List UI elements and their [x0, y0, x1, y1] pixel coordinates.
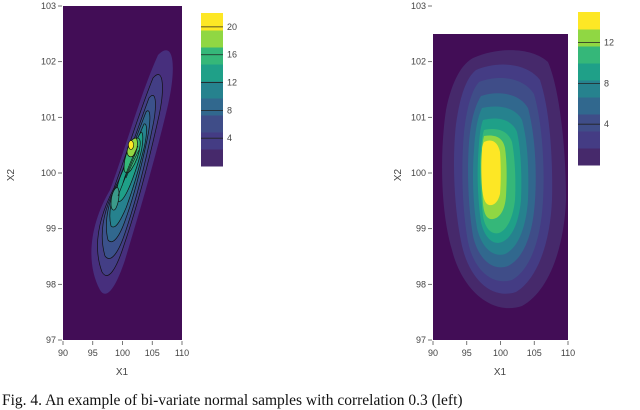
- left-colorbar-band: [201, 132, 223, 150]
- left-colorbar-label: 4: [227, 133, 232, 143]
- left-y-tick-label: 100: [41, 168, 56, 178]
- left-colorbar: 4 8 12 16 20: [201, 13, 237, 167]
- right-y-tick-label: 103: [411, 1, 426, 11]
- left-colorbar-label: 16: [227, 50, 237, 60]
- figure-caption: Fig. 4. An example of bi-variate normal …: [2, 392, 463, 409]
- left-y-axis-title: X2: [6, 168, 17, 181]
- right-y-axis-title: X2: [393, 168, 404, 181]
- right-chart: 97 98 99 100 101 102 103 90 95 100 105 110 X1 X2 4…: [393, 1, 614, 378]
- right-colorbar-band: [578, 114, 600, 132]
- right-colorbar-label: 4: [604, 119, 609, 129]
- left-chart: 97 98 99 100 101 102 103 90 95 100 105 110 X1 X2 4…: [6, 1, 237, 378]
- left-colorbar-band: [201, 13, 223, 31]
- right-colorbar-band: [578, 80, 600, 98]
- right-colorbar-band: [578, 131, 600, 149]
- right-colorbar-band: [578, 63, 600, 81]
- right-x-tick-label: 105: [527, 348, 542, 358]
- left-y-tick-label: 99: [46, 224, 56, 234]
- left-x-tick-label: 110: [175, 348, 189, 358]
- left-contour-bands: [91, 50, 173, 294]
- left-colorbar-band: [201, 98, 223, 116]
- figure: 97 98 99 100 101 102 103 90 95 100 105 110 X1 X2 4…: [6, 1, 614, 378]
- left-inner-lines: [117, 145, 140, 197]
- right-colorbar-band: [578, 148, 600, 166]
- left-x-axis-title: X1: [116, 367, 129, 378]
- left-x-axis: 90 95 100 105 110: [58, 341, 189, 358]
- left-y-tick-label: 101: [41, 112, 56, 122]
- left-y-tick-label: 103: [41, 1, 56, 11]
- right-y-tick-label: 97: [416, 335, 426, 345]
- left-colorbar-band: [201, 81, 223, 99]
- right-x-axis: 90 95 100 105 110: [428, 341, 575, 358]
- right-x-tick-label: 95: [462, 348, 472, 358]
- right-contour-bands: [442, 50, 566, 309]
- left-colorbar-band: [201, 30, 223, 48]
- right-colorbar-label: 8: [604, 78, 609, 88]
- right-y-tick-label: 100: [411, 168, 426, 178]
- right-x-tick-label: 100: [493, 348, 508, 358]
- right-x-tick-label: 90: [428, 348, 438, 358]
- right-y-tick-label: 101: [411, 112, 426, 122]
- left-y-tick-label: 97: [46, 335, 56, 345]
- left-colorbar-band: [201, 115, 223, 133]
- left-colorbar-label: 20: [227, 22, 237, 32]
- right-colorbar-label: 12: [604, 38, 614, 48]
- left-x-tick-label: 90: [58, 348, 68, 358]
- left-colorbar-band: [201, 149, 223, 167]
- left-x-tick-label: 100: [115, 348, 130, 358]
- right-y-tick-label: 98: [416, 279, 426, 289]
- left-x-tick-label: 95: [88, 348, 98, 358]
- left-y-axis: 97 98 99 100 101 102 103: [41, 1, 62, 345]
- right-peak: [481, 140, 501, 206]
- right-x-tick-label: 110: [561, 348, 575, 358]
- right-y-axis: 97 98 99 100 101 102 103: [411, 1, 432, 345]
- left-y-tick-label: 102: [41, 57, 56, 67]
- left-colorbar-label: 12: [227, 78, 237, 88]
- left-colorbar-band: [201, 64, 223, 82]
- left-y-tick-label: 98: [46, 279, 56, 289]
- left-colorbar-label: 8: [227, 105, 232, 115]
- right-colorbar-band: [578, 12, 600, 30]
- right-colorbar: 4 8 12: [578, 12, 614, 166]
- right-y-tick-label: 99: [416, 224, 426, 234]
- left-secondary-mode: [110, 187, 120, 211]
- right-colorbar-band: [578, 46, 600, 64]
- left-colorbar-band: [201, 47, 223, 65]
- left-peak: [128, 140, 134, 150]
- right-colorbar-band: [578, 29, 600, 47]
- right-colorbar-band: [578, 97, 600, 115]
- right-x-axis-title: X1: [494, 367, 507, 378]
- right-y-tick-label: 102: [411, 57, 426, 67]
- left-x-tick-label: 105: [145, 348, 160, 358]
